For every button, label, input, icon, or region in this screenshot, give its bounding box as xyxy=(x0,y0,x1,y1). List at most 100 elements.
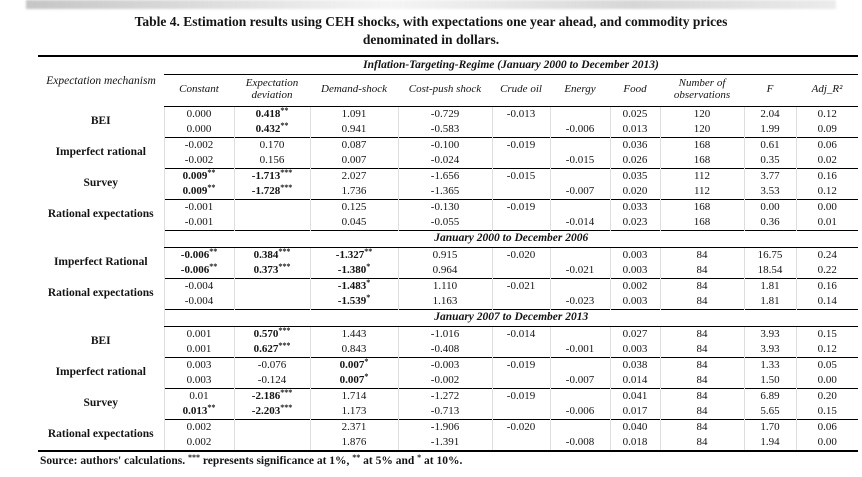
value-cell: -1.365 xyxy=(397,183,492,200)
column-header: Number of observations xyxy=(660,74,744,107)
value-cell: -0.024 xyxy=(397,152,492,169)
value-cell: -0.020 xyxy=(491,246,550,263)
value-cell: -0.015 xyxy=(549,152,610,169)
value-cell: 1.091 xyxy=(309,105,398,122)
value-cell: 1.876 xyxy=(309,434,398,451)
value-cell: -0.004 xyxy=(163,277,234,294)
row-label: Imperfect rational xyxy=(55,146,146,159)
value-cell: -0.124 xyxy=(233,372,310,389)
value-cell: 1.163 xyxy=(397,293,492,310)
column-header-expectation-mechanism: Expectation mechanism xyxy=(46,74,156,87)
value-cell: -0.019 xyxy=(491,356,550,373)
value-cell: -0.001 xyxy=(163,214,234,231)
table-row: 0.001 0.627*** 0.843 -0.408 -0.001 0.003 84 3.9… xyxy=(38,341,859,358)
value-cell: -1.483* xyxy=(309,277,398,294)
value-cell: -0.002 xyxy=(397,372,492,389)
table-row: Imperfect Rational -0.006** 0.384*** -1.327… xyxy=(38,246,859,268)
table-row: 0.013** -2.203*** 1.173 -0.713 -0.006 0.017 84… xyxy=(38,403,859,420)
value-cell: 84 xyxy=(659,325,744,342)
value-cell: 1.94 xyxy=(743,434,796,451)
value-cell: 0.12 xyxy=(795,105,859,122)
value-cell: 0.05 xyxy=(795,356,859,373)
value-cell: 120 xyxy=(659,105,744,122)
value-cell: 0.000 xyxy=(163,121,234,138)
value-cell: 0.001 xyxy=(163,341,234,358)
value-cell: -0.001 xyxy=(163,198,234,215)
value-cell: 0.00 xyxy=(795,434,859,451)
value-cell xyxy=(549,167,610,184)
table-row: Imperfect rational 0.003 -0.076 0.007* -0.00… xyxy=(38,356,859,378)
value-cell: 0.027 xyxy=(609,325,660,342)
value-cell: 0.018 xyxy=(609,434,660,451)
value-cell: 0.003 xyxy=(609,341,660,358)
value-cell: -0.007 xyxy=(549,183,610,200)
section-period-header: January 2007 to December 2013 xyxy=(163,308,859,327)
value-cell: 0.036 xyxy=(609,136,660,153)
value-cell: 0.026 xyxy=(609,152,660,169)
estimation-results-table: Expectation mechanism Inflation-Targeting… xyxy=(0,54,862,452)
regime-span-header: Inflation-Targeting-Regime (January 2000… xyxy=(164,55,859,75)
value-cell: 0.014 xyxy=(609,372,660,389)
value-cell: -0.019 xyxy=(491,198,550,215)
value-cell: 1.173 xyxy=(309,403,398,420)
value-cell: -0.001 xyxy=(549,341,610,358)
value-cell: 2.371 xyxy=(309,418,398,435)
row-label: Rational expectations xyxy=(47,208,154,221)
value-cell: 0.12 xyxy=(795,183,859,200)
value-cell: 0.003 xyxy=(163,372,234,389)
value-cell: 0.36 xyxy=(743,214,796,231)
value-cell: 0.023 xyxy=(609,214,660,231)
table-title: Table 4. Estimation results using CEH sh… xyxy=(40,13,822,49)
value-cell: 168 xyxy=(659,152,744,169)
value-cell: 0.013** xyxy=(163,403,234,420)
source-note: Source: authors' calculations. *** repre… xyxy=(40,453,463,467)
value-cell: 112 xyxy=(659,167,744,184)
value-cell: -2.186*** xyxy=(233,387,310,404)
value-cell: 0.007* xyxy=(309,372,398,389)
value-cell: 84 xyxy=(659,356,744,373)
value-cell: -0.021 xyxy=(549,262,610,279)
value-cell xyxy=(491,121,550,138)
value-cell: 0.009** xyxy=(163,183,234,200)
value-cell: 5.65 xyxy=(743,403,796,420)
value-cell: 3.77 xyxy=(743,167,796,184)
value-cell: 0.001 xyxy=(163,325,234,342)
value-cell: 0.041 xyxy=(609,387,660,404)
value-cell: 0.16 xyxy=(795,277,859,294)
value-cell: -1.272 xyxy=(397,387,492,404)
value-cell xyxy=(233,214,310,231)
row-label: BEI xyxy=(90,115,111,128)
value-cell: 1.110 xyxy=(397,277,492,294)
value-cell: -0.003 xyxy=(397,356,492,373)
value-cell: -0.021 xyxy=(491,277,550,294)
value-cell: 0.02 xyxy=(795,152,859,169)
value-cell xyxy=(549,387,610,404)
value-cell: -0.006** xyxy=(163,246,234,263)
value-cell: 84 xyxy=(659,403,744,420)
value-cell: 0.964 xyxy=(397,262,492,279)
value-cell: -1.391 xyxy=(397,434,492,451)
value-cell: -1.728*** xyxy=(233,183,310,200)
results-table: Expectation mechanism Inflation-Targeting… xyxy=(38,54,859,452)
value-cell: -0.130 xyxy=(397,198,492,215)
value-cell: 0.15 xyxy=(795,403,859,420)
value-cell: -1.539* xyxy=(309,293,398,310)
value-cell: 0.007* xyxy=(309,356,398,373)
value-cell xyxy=(549,246,610,263)
scan-artifact xyxy=(26,0,836,9)
value-cell: 0.09 xyxy=(795,121,859,138)
value-cell: 1.736 xyxy=(309,183,398,200)
value-cell: -1.906 xyxy=(397,418,492,435)
value-cell: -0.006 xyxy=(549,403,610,420)
value-cell: 84 xyxy=(659,434,744,451)
value-cell: 84 xyxy=(659,246,744,263)
value-cell xyxy=(549,198,610,215)
value-cell xyxy=(233,434,310,451)
value-cell: 1.50 xyxy=(743,372,796,389)
table-title-line1: Table 4. Estimation results using CEH sh… xyxy=(134,14,728,29)
value-cell xyxy=(491,372,550,389)
value-cell: 0.22 xyxy=(795,262,859,279)
value-cell: 84 xyxy=(659,262,744,279)
section-period-header: January 2000 to December 2006 xyxy=(163,229,859,248)
value-cell: 0.156 xyxy=(233,152,310,169)
